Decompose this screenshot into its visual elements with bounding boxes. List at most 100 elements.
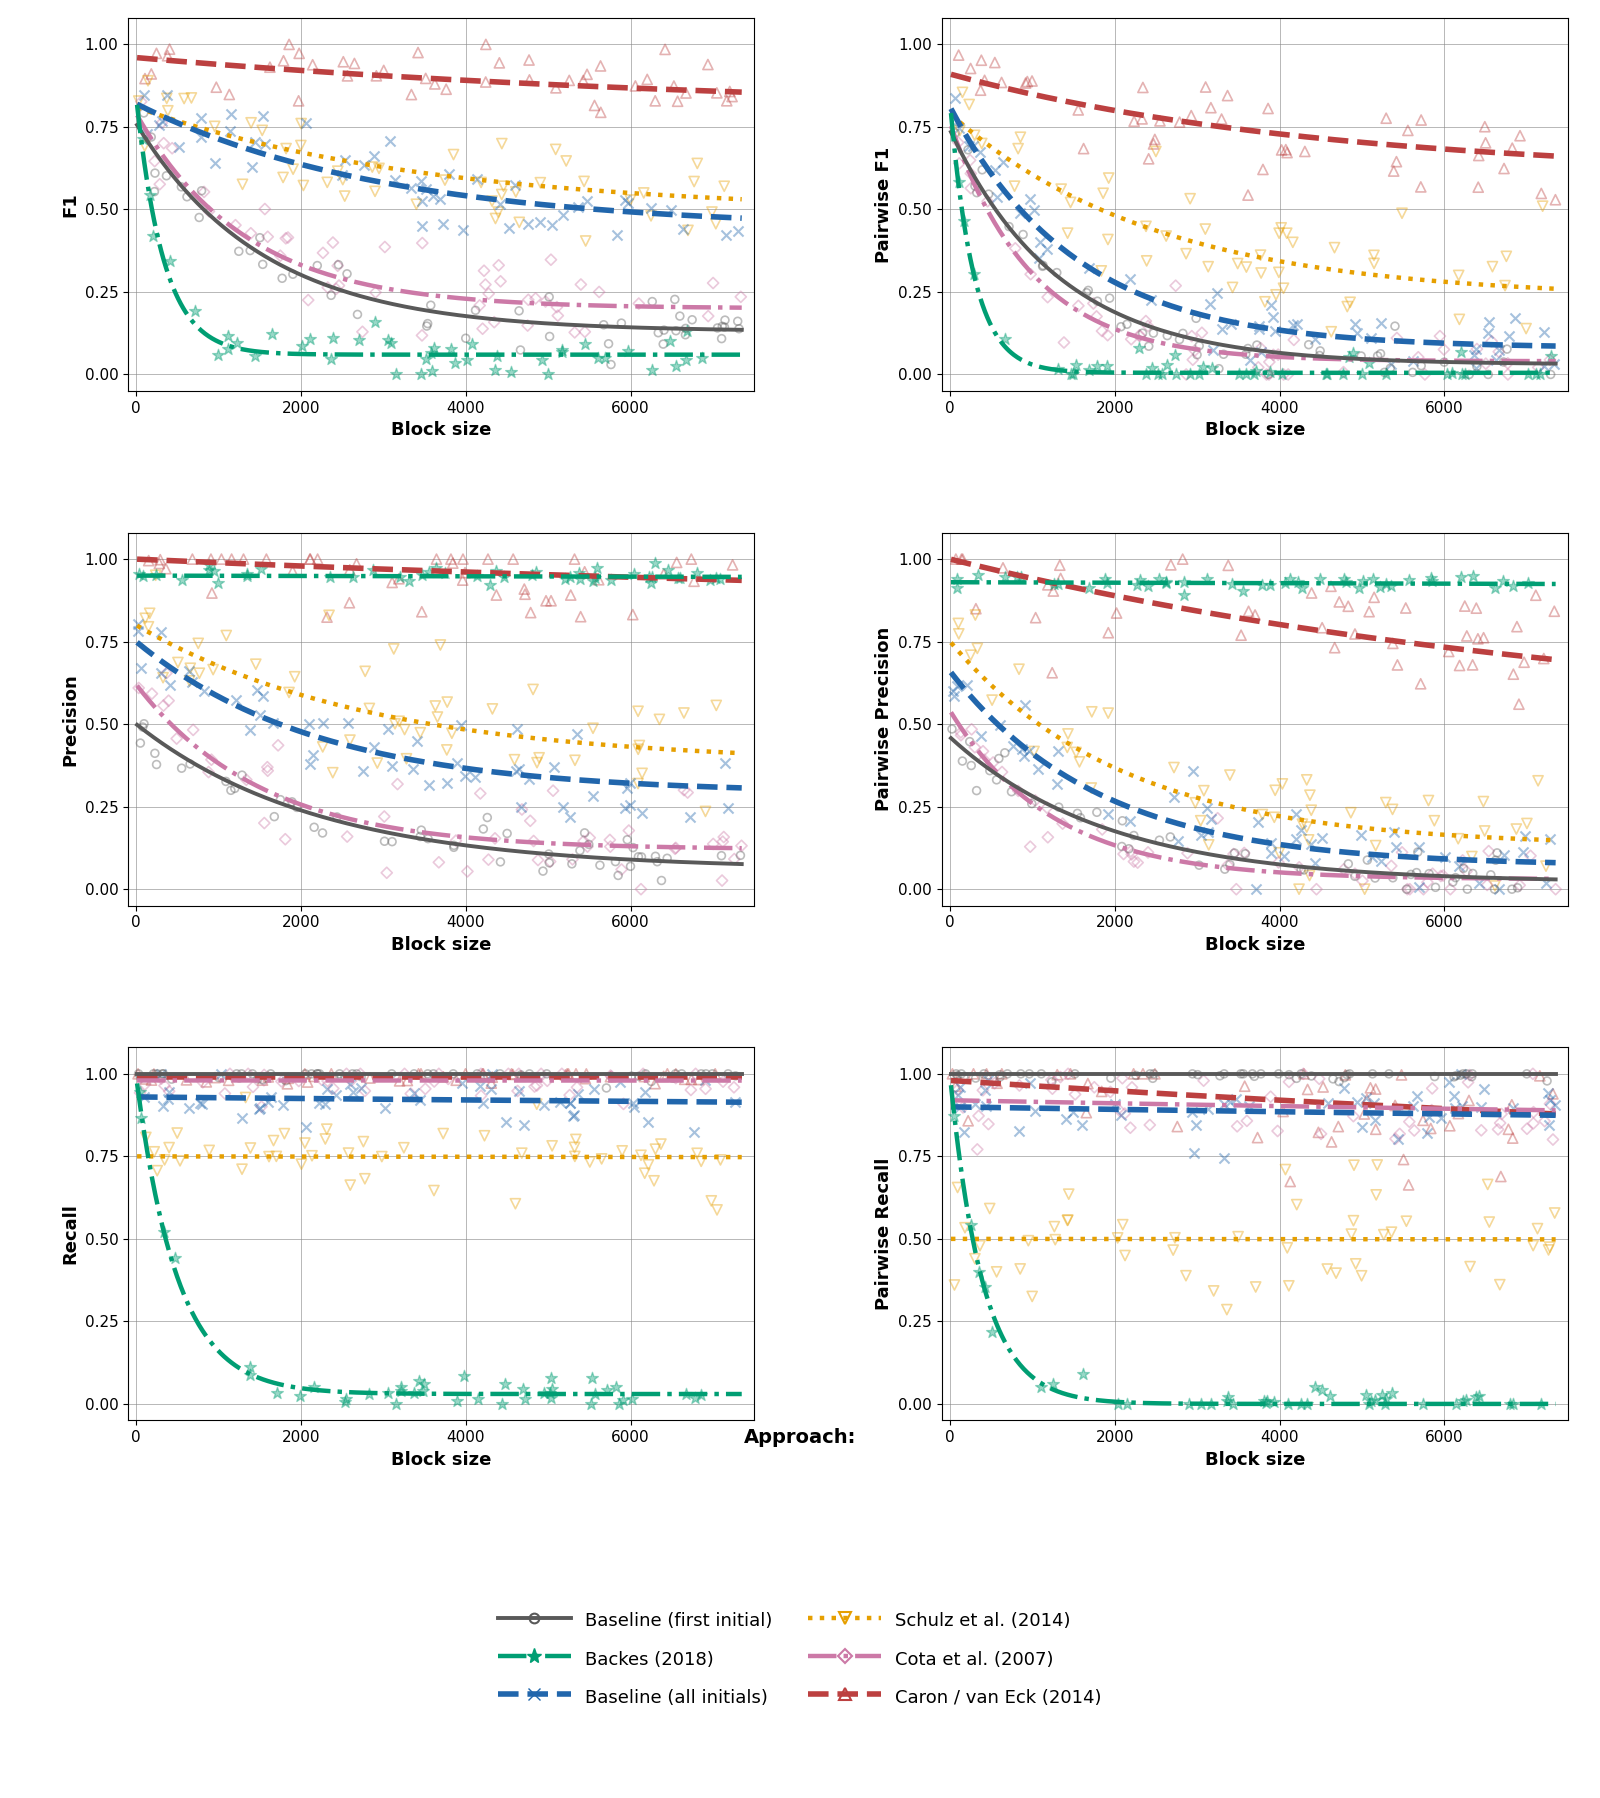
Point bbox=[1242, 1063, 1267, 1091]
Point bbox=[952, 1063, 978, 1091]
Point bbox=[189, 102, 214, 131]
Point bbox=[1331, 1073, 1357, 1102]
Point bbox=[1309, 823, 1334, 852]
Point bbox=[678, 1075, 704, 1104]
Point bbox=[1067, 748, 1093, 777]
Point bbox=[989, 757, 1014, 786]
Point bbox=[435, 1064, 461, 1093]
Point bbox=[638, 192, 664, 221]
Point bbox=[314, 602, 339, 631]
Point bbox=[619, 1384, 645, 1413]
Point bbox=[251, 1061, 277, 1090]
Point bbox=[310, 818, 336, 847]
Point bbox=[438, 334, 464, 363]
Point bbox=[594, 1073, 619, 1102]
Point bbox=[1306, 1118, 1331, 1147]
Point bbox=[688, 343, 714, 372]
Point bbox=[542, 74, 568, 102]
Point bbox=[1184, 1109, 1210, 1138]
Point bbox=[254, 753, 280, 782]
Point bbox=[1210, 315, 1235, 343]
Point bbox=[989, 68, 1014, 97]
Point bbox=[1245, 331, 1270, 360]
Point bbox=[1173, 360, 1198, 388]
Point bbox=[243, 649, 269, 678]
Point bbox=[517, 65, 542, 93]
Point bbox=[126, 674, 152, 703]
Point bbox=[1230, 1059, 1256, 1088]
Point bbox=[1085, 798, 1110, 827]
Point bbox=[1077, 356, 1102, 385]
Point bbox=[1379, 1379, 1405, 1408]
Point bbox=[504, 757, 530, 786]
Point bbox=[557, 1081, 582, 1109]
Point bbox=[1298, 780, 1323, 809]
Point bbox=[1075, 1070, 1101, 1099]
Point bbox=[344, 1059, 370, 1088]
Point bbox=[635, 65, 661, 93]
Point bbox=[141, 1059, 166, 1088]
Point bbox=[1302, 1374, 1328, 1402]
Point bbox=[507, 336, 533, 365]
Point bbox=[1490, 566, 1515, 595]
Point bbox=[666, 563, 691, 592]
Point bbox=[606, 1390, 632, 1419]
Point bbox=[280, 261, 306, 289]
Point bbox=[237, 716, 262, 744]
Point bbox=[1456, 360, 1482, 388]
Point bbox=[944, 1172, 970, 1201]
Point bbox=[371, 827, 397, 856]
Point bbox=[1078, 698, 1104, 726]
Point bbox=[1190, 777, 1216, 806]
Point bbox=[466, 1384, 491, 1413]
Point bbox=[330, 165, 355, 194]
Point bbox=[654, 843, 680, 872]
Point bbox=[1219, 570, 1245, 599]
Point bbox=[1269, 360, 1294, 388]
Point bbox=[619, 601, 645, 629]
Point bbox=[494, 820, 520, 849]
Point bbox=[149, 658, 174, 687]
Point bbox=[1040, 1370, 1066, 1399]
Point bbox=[202, 147, 227, 176]
Point bbox=[629, 843, 654, 872]
Point bbox=[1054, 219, 1080, 248]
Point bbox=[315, 1066, 341, 1095]
Point bbox=[149, 1064, 174, 1093]
Point bbox=[1166, 108, 1192, 137]
Point bbox=[453, 324, 478, 352]
Point bbox=[1541, 351, 1566, 379]
Point bbox=[1307, 342, 1333, 370]
Point bbox=[979, 685, 1005, 714]
Point bbox=[1331, 358, 1357, 387]
Point bbox=[502, 178, 528, 207]
Point bbox=[261, 1126, 286, 1154]
Point bbox=[315, 1075, 341, 1104]
Point bbox=[638, 356, 664, 385]
Point bbox=[704, 79, 730, 108]
Point bbox=[336, 588, 362, 617]
Point bbox=[453, 762, 478, 791]
Point bbox=[400, 755, 426, 784]
Point bbox=[1454, 876, 1480, 904]
Point bbox=[1294, 766, 1320, 795]
Point bbox=[1069, 1111, 1094, 1140]
Point bbox=[1520, 1059, 1546, 1088]
Point bbox=[1261, 1388, 1286, 1417]
Point bbox=[323, 275, 349, 304]
Point bbox=[571, 557, 597, 586]
Point bbox=[1381, 863, 1406, 892]
Point bbox=[1323, 1259, 1349, 1287]
Point bbox=[536, 849, 562, 877]
Point bbox=[517, 45, 542, 74]
Point bbox=[246, 1095, 272, 1124]
Point bbox=[635, 1108, 661, 1136]
X-axis label: Block size: Block size bbox=[1205, 937, 1306, 955]
Point bbox=[474, 31, 499, 59]
Point bbox=[1494, 349, 1520, 378]
Point bbox=[1398, 859, 1424, 888]
Point bbox=[1395, 876, 1421, 904]
Point bbox=[522, 1072, 547, 1100]
Y-axis label: F1: F1 bbox=[61, 192, 78, 218]
Point bbox=[598, 1063, 624, 1091]
